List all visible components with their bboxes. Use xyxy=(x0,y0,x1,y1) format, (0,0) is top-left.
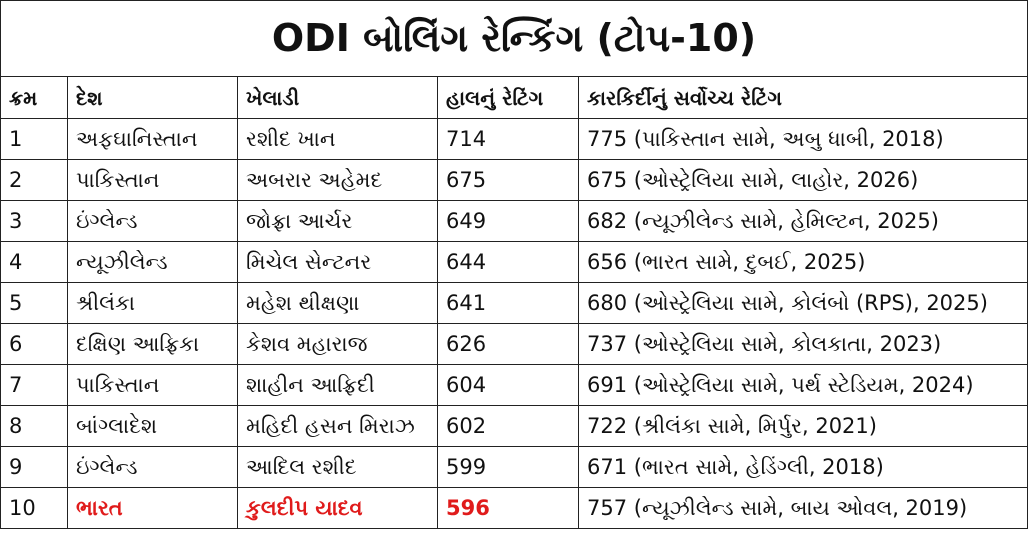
table-cell: શાહીન આફ્રિદી xyxy=(237,364,438,406)
table-cell: 5 xyxy=(0,282,68,324)
table-cell: 599 xyxy=(437,446,579,488)
table-cell: 649 xyxy=(437,200,579,242)
table-row: 4 ન્યૂઝીલેન્ડ મિચેલ સેન્ટનર 644 656 (ભારત સા… xyxy=(0,241,1028,283)
table-cell: 641 xyxy=(437,282,579,324)
table-cell: 6 xyxy=(0,323,68,365)
title: ODI બોલિંગ રેન્કિંગ (ટોપ-10) xyxy=(0,0,1028,77)
table-cell: ઇંગ્લેન્ડ xyxy=(67,200,238,242)
table-cell: 3 xyxy=(0,200,68,242)
table-cell: ઇંગ્લેન્ડ xyxy=(67,446,238,488)
table-row: 3 ઇંગ્લેન્ડ જોફ્રા આર્ચર 649 682 (ન્યૂઝીલેન્… xyxy=(0,200,1028,242)
table-cell: દક્ષિણ આફ્રિકા xyxy=(67,323,238,365)
table-cell: 8 xyxy=(0,405,68,447)
table-cell: પાકિસ્તાન xyxy=(67,364,238,406)
table-row: 2 પાકિસ્તાન અબરાર અહેમદ 675 675 (ઓસ્ટ્રેલિયા… xyxy=(0,159,1028,201)
table-cell: જોફ્રા આર્ચર xyxy=(237,200,438,242)
table-row: 9 ઇંગ્લેન્ડ આદિલ રશીદ 599 671 (ભારત સામે, હે… xyxy=(0,446,1028,488)
table-cell: આદિલ રશીદ xyxy=(237,446,438,488)
table-cell: મહેશ થીક્ષણા xyxy=(237,282,438,324)
table-cell: મિચેલ સેન્ટનર xyxy=(237,241,438,283)
table-cell: અબરાર અહેમદ xyxy=(237,159,438,201)
table-cell: કુલદીપ યાદવ xyxy=(237,487,438,529)
table-row: 5 શ્રીલંકા મહેશ થીક્ષણા 641 680 (ઓસ્ટ્રેલિયા… xyxy=(0,282,1028,324)
table-cell: ભારત xyxy=(67,487,238,529)
table-row: 7 પાકિસ્તાન શાહીન આફ્રિદી 604 691 (ઓસ્ટ્રેલિ… xyxy=(0,364,1028,406)
table-cell: કેશવ મહારાજ xyxy=(237,323,438,365)
table-cell: બાંગ્લાદેશ xyxy=(67,405,238,447)
table-cell: 604 xyxy=(437,364,579,406)
table-cell: શ્રીલંકા xyxy=(67,282,238,324)
table-cell: મહિદી હસન મિરાઝ xyxy=(237,405,438,447)
table-row: 10 ભારત કુલદીપ યાદવ 596 757 (ન્યૂઝીલેન્ડ સામ… xyxy=(0,487,1028,529)
table-cell: 757 (ન્યૂઝીલેન્ડ સામે, બાય ઓવલ, 2019) xyxy=(578,487,1028,529)
table-cell: 656 (ભારત સામે, દુબઈ, 2025) xyxy=(578,241,1028,283)
ranking-table: ODI બોલિંગ રેન્કિંગ (ટોપ-10) ક્રમ દેશ ખેલા… xyxy=(0,0,1028,529)
table-cell: 10 xyxy=(0,487,68,529)
table-cell: 714 xyxy=(437,118,579,160)
table-cell: રશીદ ખાન xyxy=(237,118,438,160)
table-cell: 7 xyxy=(0,364,68,406)
column-header: હાલનું રેટિંગ xyxy=(437,76,579,119)
column-header: ક્રમ xyxy=(0,76,68,119)
table-cell: 722 (શ્રીલંકા સામે, મિર્પુર, 2021) xyxy=(578,405,1028,447)
table-cell: 1 xyxy=(0,118,68,160)
column-header: કારકિર્દીનું સર્વોચ્ચ રેટિંગ xyxy=(578,76,1028,119)
table-row: 1 અફઘાનિસ્તાન રશીદ ખાન 714 775 (પાકિસ્તાન સા… xyxy=(0,118,1028,160)
table-cell: ન્યૂઝીલેન્ડ xyxy=(67,241,238,283)
table-cell: 4 xyxy=(0,241,68,283)
table-cell: 9 xyxy=(0,446,68,488)
table-cell: 675 xyxy=(437,159,579,201)
table-cell: 691 (ઓસ્ટ્રેલિયા સામે, પર્થ સ્ટેડિયમ, 20… xyxy=(578,364,1028,406)
table-cell: 596 xyxy=(437,487,579,529)
table-cell: 671 (ભારત સામે, હેડિંગ્લી, 2018) xyxy=(578,446,1028,488)
table-cell: પાકિસ્તાન xyxy=(67,159,238,201)
column-header: ખેલાડી xyxy=(237,76,438,119)
table-row: 8 બાંગ્લાદેશ મહિદી હસન મિરાઝ 602 722 (શ્રીલં… xyxy=(0,405,1028,447)
table-cell: 626 xyxy=(437,323,579,365)
table-cell: 602 xyxy=(437,405,579,447)
table-cell: 644 xyxy=(437,241,579,283)
table-cell: 675 (ઓસ્ટ્રેલિયા સામે, લાહોર, 2026) xyxy=(578,159,1028,201)
table-cell: 737 (ઓસ્ટ્રેલિયા સામે, કોલકાતા, 2023) xyxy=(578,323,1028,365)
table-cell: અફઘાનિસ્તાન xyxy=(67,118,238,160)
table-cell: 682 (ન્યૂઝીલેન્ડ સામે, હેમિલ્ટન, 2025) xyxy=(578,200,1028,242)
table-cell: 680 (ઓસ્ટ્રેલિયા સામે, કોલંબો (RPS), 202… xyxy=(578,282,1028,324)
table-cell: 775 (પાકિસ્તાન સામે, અબુ ધાબી, 2018) xyxy=(578,118,1028,160)
column-header: દેશ xyxy=(67,76,238,119)
table-cell: 2 xyxy=(0,159,68,201)
table-row: 6 દક્ષિણ આફ્રિકા કેશવ મહારાજ 626 737 (ઓસ્ટ્ર… xyxy=(0,323,1028,365)
